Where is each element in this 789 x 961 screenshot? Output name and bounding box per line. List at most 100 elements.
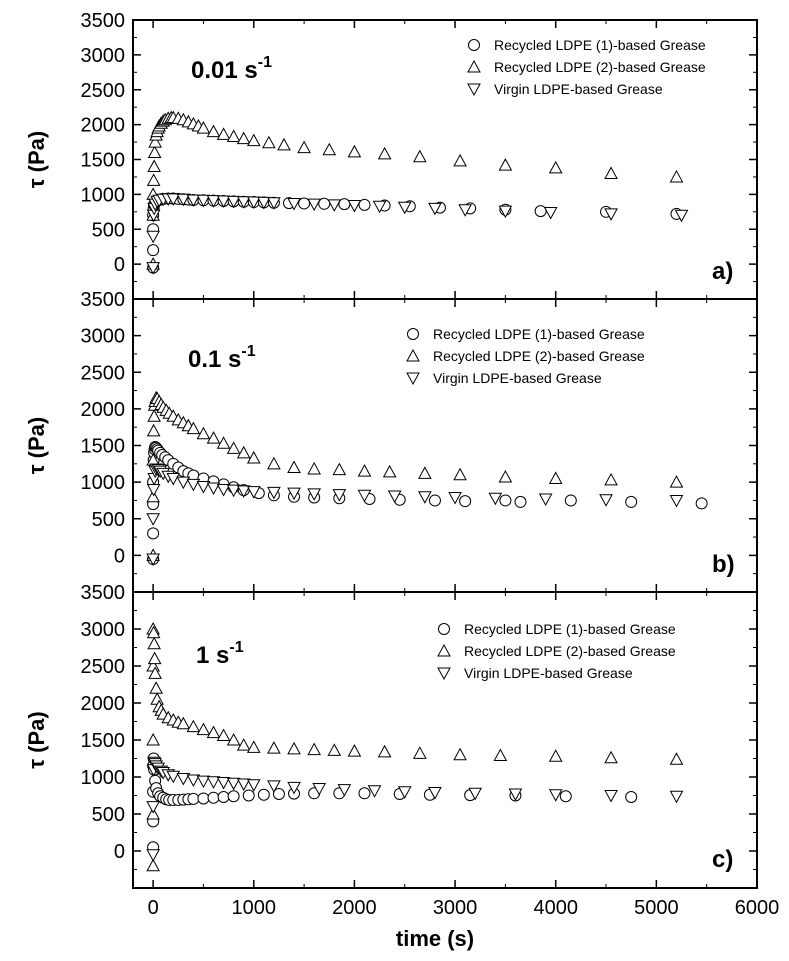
data-point (347, 144, 362, 158)
data-point (307, 488, 322, 501)
data-point (146, 513, 160, 526)
y-tick-label: 500 (92, 804, 125, 826)
shear-rate-exponent: -1 (258, 54, 272, 71)
series-triangle-up (146, 110, 684, 270)
data-point (227, 790, 240, 803)
data-point (217, 790, 230, 803)
data-point (256, 196, 271, 210)
x-tick-label: 4000 (533, 897, 578, 919)
data-point (216, 195, 231, 209)
data-point (548, 789, 563, 802)
data-point (176, 193, 191, 207)
data-point (493, 748, 508, 762)
legend-label: Recycled LDPE (2)-based Grease (433, 348, 645, 364)
legend-marker (437, 667, 451, 681)
legend-marker (438, 623, 450, 635)
legend-marker (467, 83, 481, 97)
y-axis-title: τ (Pa) (24, 131, 49, 189)
data-point (236, 131, 251, 145)
series-triangle-up (146, 621, 684, 872)
y-tick-label: 2500 (81, 80, 126, 102)
data-point (267, 486, 281, 500)
legend-marker (406, 348, 420, 362)
y-tick-label: 3000 (81, 619, 126, 641)
data-point (148, 666, 162, 679)
data-point (564, 494, 577, 507)
data-point (226, 777, 241, 791)
y-tick-label: 2500 (81, 362, 126, 384)
data-point (186, 478, 201, 492)
y-tick-label: 1500 (81, 436, 126, 458)
legend-label: Virgin LDPE-based Grease (433, 370, 602, 386)
data-point (206, 776, 221, 789)
data-point (146, 483, 161, 497)
data-point (307, 461, 322, 475)
data-point (262, 135, 276, 149)
data-point (272, 788, 285, 801)
data-point (604, 790, 618, 803)
shear-rate-label: 1 s-1 (196, 639, 244, 669)
data-point (147, 159, 161, 172)
data-point (418, 491, 432, 504)
data-point (246, 196, 261, 210)
data-point (543, 207, 558, 220)
legend-marker (437, 643, 451, 657)
y-tick-label: 1000 (81, 767, 126, 789)
data-point (453, 467, 467, 481)
legend-label: Virgin LDPE-based Grease (464, 665, 633, 681)
data-point (372, 200, 387, 214)
data-point (197, 792, 210, 805)
data-point (559, 790, 572, 803)
series-triangle-down (146, 756, 684, 862)
data-point (277, 137, 291, 151)
y-tick-label: 0 (114, 841, 125, 863)
data-point (548, 749, 563, 762)
data-point (176, 772, 191, 786)
x-tick-label: 3000 (433, 897, 478, 919)
data-point (186, 194, 201, 207)
data-point (196, 426, 211, 440)
data-point (458, 204, 472, 217)
y-tick-label: 1500 (81, 730, 126, 752)
data-point (604, 208, 618, 221)
data-point (149, 681, 163, 694)
data-point (604, 166, 618, 179)
data-point (298, 197, 311, 210)
y-tick-label: 3500 (81, 582, 126, 604)
data-point (147, 636, 161, 650)
data-point (377, 146, 392, 160)
y-tick-label: 1000 (81, 472, 126, 494)
data-point (257, 788, 270, 801)
data-point (358, 787, 371, 800)
legend-marker (406, 372, 420, 386)
data-point (322, 142, 337, 156)
legend-label: Recycled LDPE (1)-based Grease (433, 326, 645, 342)
y-tick-label: 1500 (81, 150, 126, 172)
data-point (397, 786, 412, 799)
data-point (674, 209, 689, 223)
legend-label: Recycled LDPE (2)-based Grease (494, 59, 706, 75)
y-tick-label: 3500 (81, 10, 126, 32)
data-point (236, 485, 251, 498)
data-point (267, 456, 281, 470)
panel-letter: c) (712, 846, 733, 873)
data-point (226, 441, 241, 454)
data-point (448, 492, 462, 505)
data-point (246, 450, 261, 464)
data-point (267, 197, 281, 210)
data-point (418, 466, 432, 479)
y-tick-label: 3000 (81, 45, 126, 67)
data-point (307, 742, 322, 756)
panels-layer: 0 500 1000 1500 2000 2500 3000 3500 τ (Pa) Recycl… (24, 10, 758, 889)
data-point (242, 789, 255, 802)
data-point (514, 495, 527, 508)
data-point (206, 725, 221, 739)
data-point (166, 770, 181, 784)
legend: Recycled LDPE (1)-based Grease Recycled L… (467, 37, 706, 97)
data-point (332, 489, 347, 502)
legend: Recycled LDPE (1)-based Grease Recycled L… (437, 621, 676, 681)
data-point (357, 464, 372, 477)
data-point (147, 527, 160, 540)
data-point (508, 788, 523, 802)
